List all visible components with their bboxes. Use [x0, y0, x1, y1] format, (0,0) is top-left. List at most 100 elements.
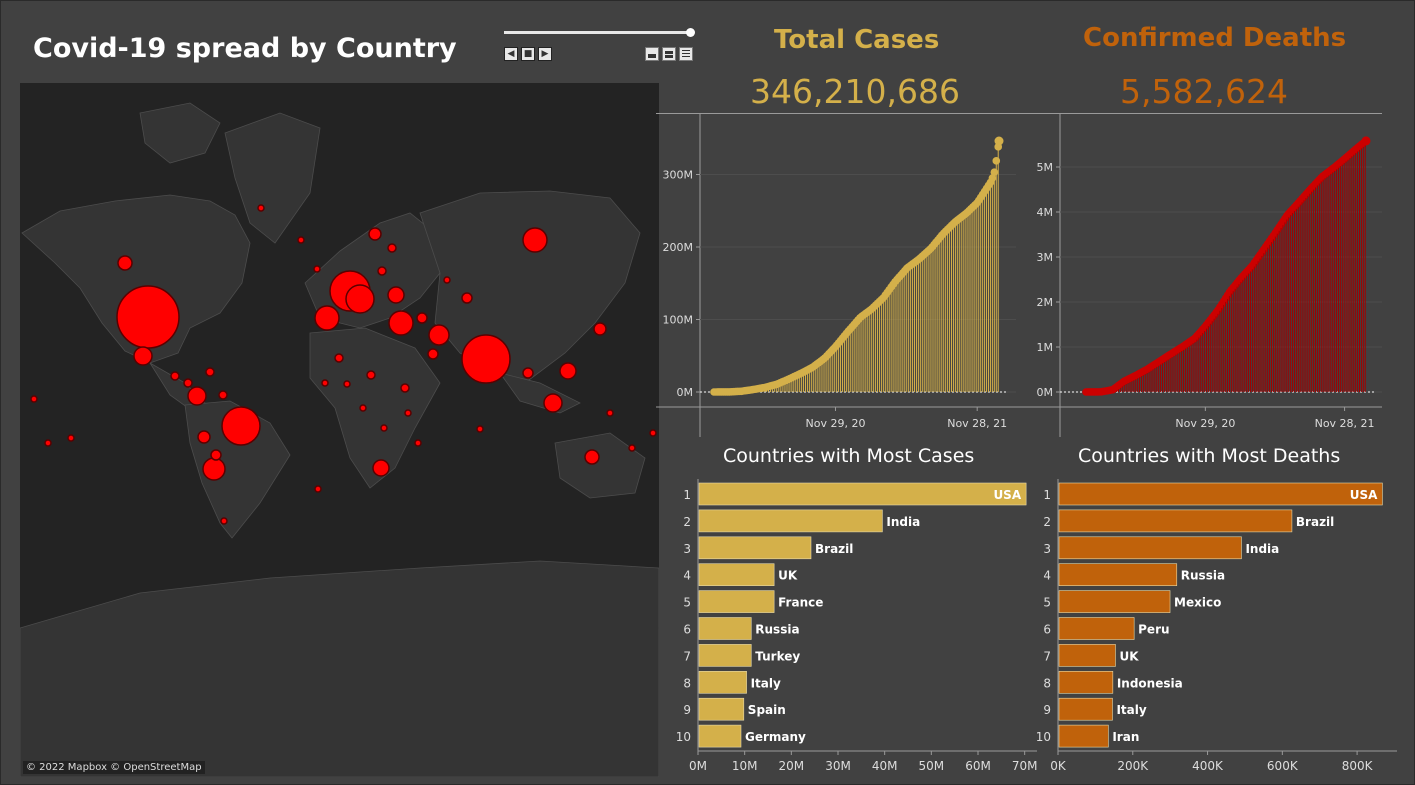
view-single-icon[interactable] [645, 47, 659, 61]
view-list-icon[interactable] [679, 47, 693, 61]
x-tick-label: 30M [825, 759, 851, 773]
bar-label: Brazil [815, 542, 853, 556]
rank-label: 10 [676, 730, 691, 744]
deaths-timeline-chart[interactable]: 0M 1M 2M 3M 4M 5M Nov 29, 20 Nov 28, 21 [1016, 113, 1382, 437]
most-cases-title: Countries with Most Cases [723, 445, 975, 467]
bar-label: India [886, 515, 920, 529]
x-tick-label: 40M [872, 759, 898, 773]
x-tick-label: Nov 28, 21 [947, 417, 1007, 430]
x-tick-label: 200K [1117, 759, 1149, 773]
x-tick-label: 600K [1267, 759, 1299, 773]
y-tick-label: 0M [1037, 386, 1054, 399]
bar-label: Mexico [1174, 596, 1221, 610]
y-tick-label: 0M [677, 386, 694, 399]
rank-label: 7 [683, 649, 691, 663]
y-tick-label: 4M [1037, 206, 1054, 219]
bar-label: Italy [751, 676, 781, 690]
bar [698, 563, 775, 586]
page-slider-track[interactable] [504, 31, 690, 34]
x-tick-label: 400K [1192, 759, 1224, 773]
most-deaths-bar-chart[interactable]: 1 USA 2 Brazil 3 India 4 Russia 5 Mexico 6 Peru 7 UK 8… [1031, 479, 1401, 779]
x-tick-label: Nov 29, 20 [805, 417, 865, 430]
world-map-svg [20, 102, 659, 777]
rank-label: 5 [683, 596, 691, 610]
rank-label: 10 [1036, 730, 1051, 744]
bar [698, 536, 812, 560]
rank-label: 1 [1043, 488, 1051, 502]
rank-label: 9 [1043, 703, 1051, 717]
rank-label: 3 [1043, 542, 1051, 556]
x-tick-label: 50M [919, 759, 945, 773]
x-tick-label: 60M [965, 759, 991, 773]
bar-label: Brazil [1296, 515, 1334, 529]
y-tick-label: 5M [1037, 161, 1054, 174]
bar-label: Germany [745, 730, 806, 744]
y-tick-label: 200M [663, 241, 694, 254]
world-map[interactable] [20, 83, 659, 777]
data-point-latest [994, 136, 1004, 146]
rank-label: 5 [1043, 596, 1051, 610]
bar-label: France [778, 596, 823, 610]
bar [1058, 644, 1116, 667]
rank-label: 4 [683, 569, 691, 583]
deaths-value: 5,582,624 [1120, 72, 1288, 111]
rank-label: 6 [683, 623, 691, 637]
y-tick-label: 100M [663, 314, 694, 327]
bar [1058, 482, 1383, 506]
x-tick-label: 0M [689, 759, 707, 773]
page-slider-handle[interactable] [686, 28, 695, 37]
bar [1058, 536, 1242, 560]
x-tick-label: 800K [1342, 759, 1374, 773]
bar-label: Turkey [755, 649, 800, 663]
bar [1058, 509, 1293, 533]
rank-label: 3 [683, 542, 691, 556]
total-cases-label: Total Cases [774, 25, 940, 55]
dashboard-title: Covid-19 spread by Country [33, 33, 457, 64]
bar [1058, 671, 1114, 694]
land-shapes [20, 102, 659, 777]
most-deaths-title: Countries with Most Deaths [1078, 445, 1341, 467]
bar [1058, 617, 1135, 640]
bar-label: USA [993, 488, 1021, 502]
bar [698, 617, 752, 640]
stop-icon[interactable]: ■ [521, 47, 535, 61]
rank-label: 4 [1043, 569, 1051, 583]
bar [698, 482, 1027, 506]
total-cases-value: 346,210,686 [750, 72, 960, 111]
bar-label: Russia [1181, 569, 1225, 583]
y-tick-label: 3M [1037, 251, 1054, 264]
country-bubbles[interactable] [30, 204, 657, 525]
bar-label: UK [778, 569, 798, 583]
y-tick-label: 300M [663, 169, 694, 182]
x-tick-label: 0K [1050, 759, 1067, 773]
bar-label: USA [1350, 488, 1378, 502]
bar-label: India [1245, 542, 1279, 556]
view-double-icon[interactable] [662, 47, 676, 61]
bar-label: Italy [1116, 703, 1146, 717]
map-credit: © 2022 Mapbox © OpenStreetMap [23, 761, 205, 774]
bar-label: Iran [1112, 730, 1139, 744]
bar-label: UK [1119, 649, 1139, 663]
most-cases-bar-chart[interactable]: 1 USA 2 India 3 Brazil 4 UK 5 France 6 Russia 7 Turke… [671, 479, 1041, 779]
x-tick-label: 70M [1012, 759, 1038, 773]
play-back-icon[interactable]: ◀ [504, 47, 518, 61]
bar [698, 590, 775, 613]
bar-label: Peru [1138, 623, 1169, 637]
y-tick-label: 1M [1037, 341, 1054, 354]
x-tick-label: Nov 28, 21 [1315, 417, 1375, 430]
bar [698, 671, 747, 694]
play-forward-icon[interactable]: ▶ [538, 47, 552, 61]
cases-timeline-chart[interactable]: 0M 100M 200M 300M Nov 29, 20 Nov 28, 21 [656, 113, 1016, 437]
x-tick-label: 10M [732, 759, 758, 773]
data-point [990, 168, 999, 177]
bar [698, 724, 742, 748]
x-tick-label: Nov 29, 20 [1175, 417, 1235, 430]
rank-label: 7 [1043, 649, 1051, 663]
bar-label: Spain [748, 703, 786, 717]
rank-label: 2 [1043, 515, 1051, 529]
bar [1058, 697, 1113, 721]
bar [1058, 590, 1171, 613]
deaths-label: Confirmed Deaths [1083, 23, 1347, 53]
data-point [992, 157, 1001, 165]
